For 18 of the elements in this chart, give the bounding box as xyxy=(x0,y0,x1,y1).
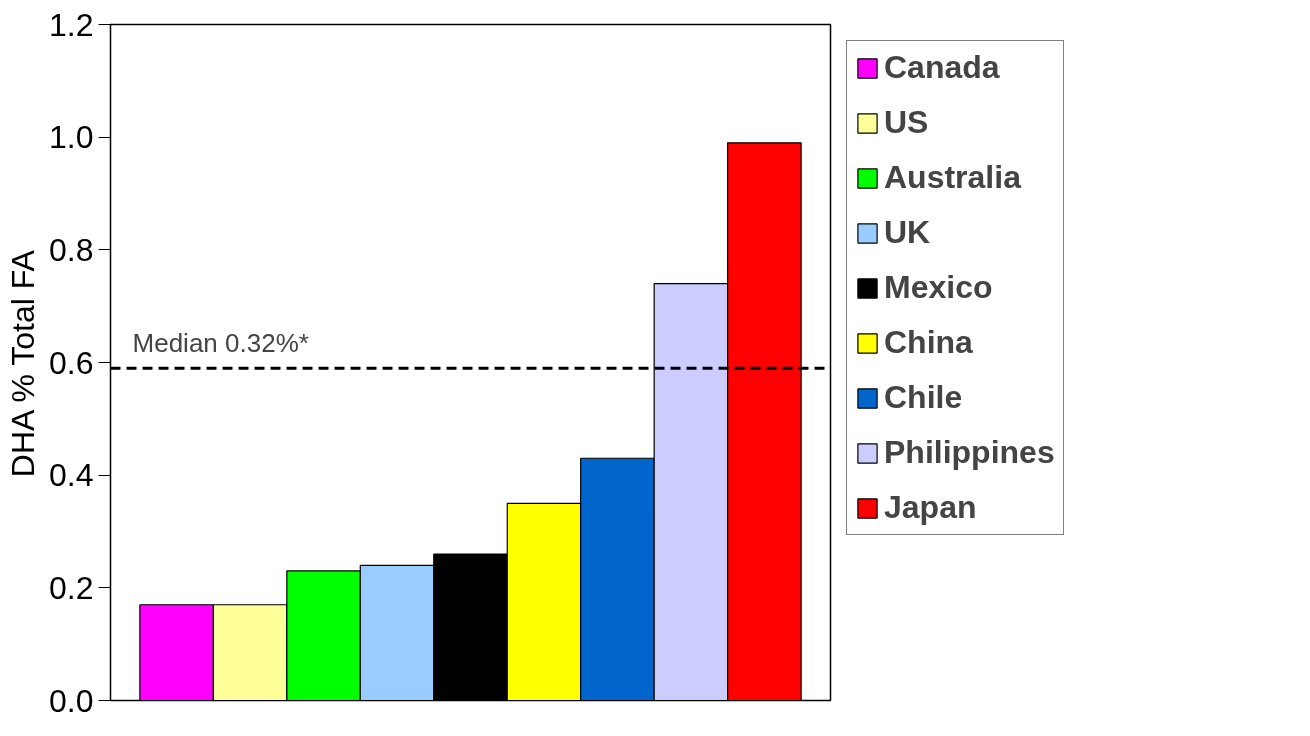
y-axis-title: DHA % Total FA xyxy=(5,249,42,478)
y-tick-label: 0.0 xyxy=(49,682,94,719)
y-tick-label: 1.0 xyxy=(49,119,94,156)
legend-label: China xyxy=(884,324,973,361)
y-tick-label: 0.2 xyxy=(49,569,94,606)
y-tick-label: 1.2 xyxy=(49,6,94,43)
legend-label: Japan xyxy=(884,489,977,526)
legend-label: UK xyxy=(884,214,931,251)
legend-label: Mexico xyxy=(884,269,993,306)
legend-label: Chile xyxy=(884,379,963,416)
legend-label: Philippines xyxy=(884,434,1055,471)
y-tick-label: 0.6 xyxy=(49,344,94,381)
legend-label: Australia xyxy=(884,159,1021,196)
legend-label: US xyxy=(884,104,929,141)
y-tick-label: 0.8 xyxy=(49,231,94,268)
y-tick-label: 0.4 xyxy=(49,457,94,494)
legend-label: Canada xyxy=(884,49,1000,86)
ref-line-label: Median 0.32%* xyxy=(132,328,309,359)
